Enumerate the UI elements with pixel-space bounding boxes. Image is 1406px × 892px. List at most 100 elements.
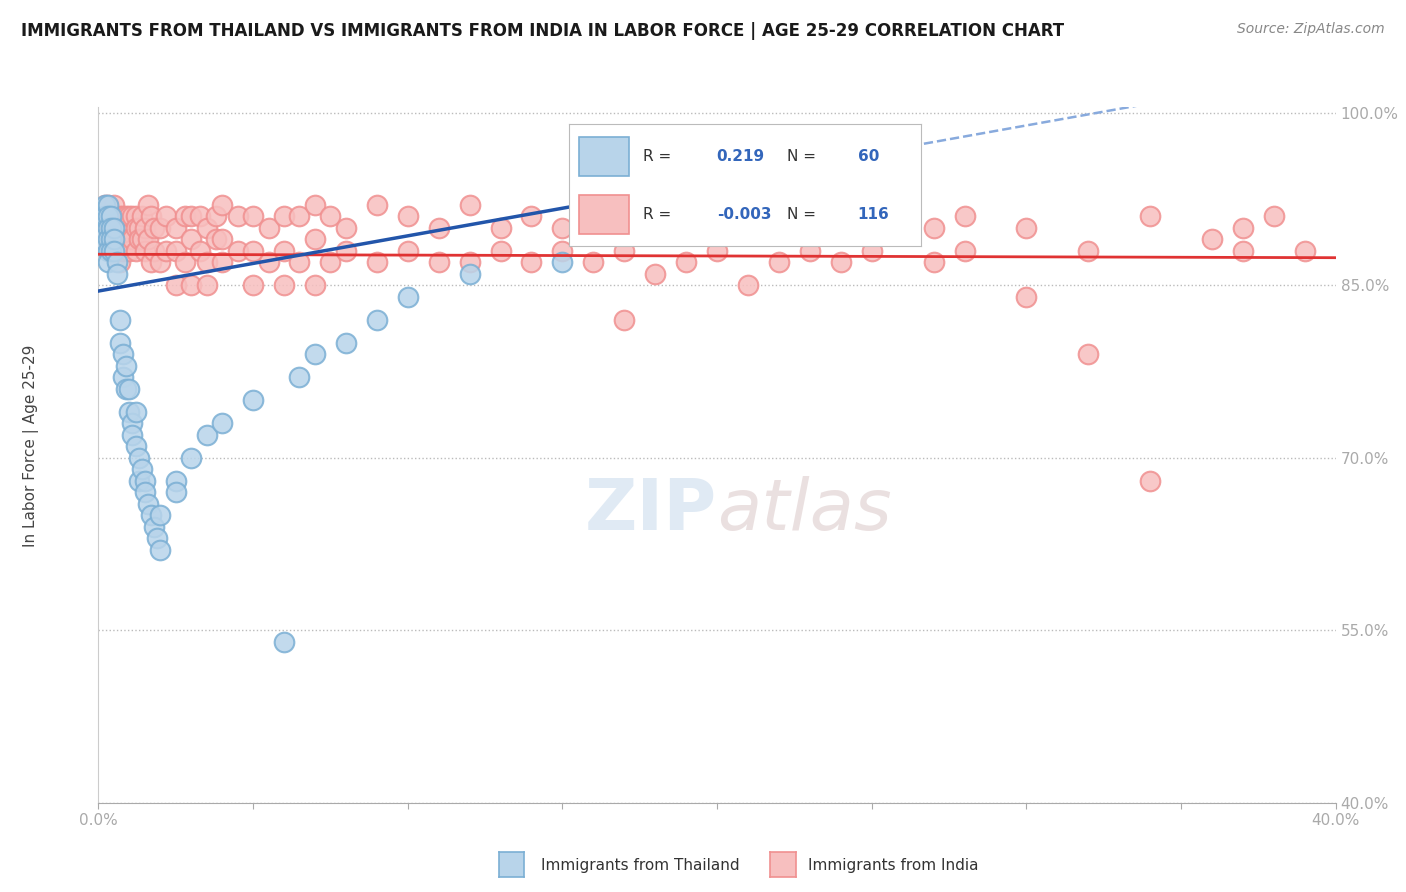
Point: [427, 255, 450, 269]
Point: [799, 244, 821, 258]
Point: [128, 450, 150, 465]
Point: [1015, 220, 1038, 235]
Point: [1201, 232, 1223, 246]
Point: [953, 244, 976, 258]
Point: [366, 313, 388, 327]
Point: [190, 209, 212, 223]
Point: [131, 462, 153, 476]
Point: [112, 347, 135, 361]
Point: [551, 255, 574, 269]
Point: [211, 198, 233, 212]
Point: [93, 209, 115, 223]
Point: [366, 198, 388, 212]
Point: [121, 232, 143, 246]
Point: [155, 244, 177, 258]
Point: [108, 232, 131, 246]
Point: [242, 209, 264, 223]
Point: [128, 220, 150, 235]
Point: [115, 220, 138, 235]
Point: [149, 255, 172, 269]
Text: Source: ZipAtlas.com: Source: ZipAtlas.com: [1237, 22, 1385, 37]
Point: [100, 209, 122, 223]
Text: atlas: atlas: [717, 476, 891, 545]
Point: [149, 542, 172, 557]
Point: [93, 209, 115, 223]
Point: [288, 209, 311, 223]
Point: [737, 209, 759, 223]
Point: [139, 209, 162, 223]
Point: [242, 393, 264, 408]
Point: [139, 255, 162, 269]
Point: [97, 198, 120, 212]
Point: [97, 198, 120, 212]
Point: [97, 220, 120, 235]
Text: Immigrants from Thailand: Immigrants from Thailand: [541, 858, 740, 872]
Point: [103, 244, 125, 258]
Point: [97, 244, 120, 258]
Point: [273, 209, 295, 223]
Point: [134, 485, 156, 500]
Point: [108, 255, 131, 269]
Point: [100, 232, 122, 246]
Point: [799, 209, 821, 223]
Point: [644, 209, 666, 223]
Point: [242, 278, 264, 293]
Point: [165, 474, 187, 488]
Point: [165, 485, 187, 500]
Point: [551, 220, 574, 235]
Point: [304, 198, 326, 212]
Point: [93, 220, 115, 235]
Point: [180, 450, 202, 465]
Point: [112, 232, 135, 246]
Point: [105, 267, 128, 281]
Point: [90, 232, 112, 246]
Point: [768, 220, 790, 235]
Text: In Labor Force | Age 25-29: In Labor Force | Age 25-29: [22, 345, 39, 547]
Point: [613, 220, 636, 235]
Point: [195, 220, 218, 235]
Point: [108, 209, 131, 223]
Point: [112, 370, 135, 384]
Point: [143, 520, 166, 534]
Point: [737, 278, 759, 293]
Point: [105, 255, 128, 269]
Point: [211, 232, 233, 246]
Point: [100, 220, 122, 235]
Point: [830, 255, 852, 269]
Point: [768, 140, 790, 154]
Point: [97, 209, 120, 223]
Point: [613, 313, 636, 327]
Point: [90, 232, 112, 246]
Point: [211, 255, 233, 269]
Point: [1232, 220, 1254, 235]
Point: [97, 232, 120, 246]
Point: [174, 255, 197, 269]
Point: [205, 209, 228, 223]
Point: [149, 508, 172, 523]
Point: [195, 427, 218, 442]
Point: [136, 198, 159, 212]
Point: [319, 255, 342, 269]
Point: [335, 335, 357, 350]
Point: [335, 244, 357, 258]
Point: [103, 198, 125, 212]
Point: [242, 244, 264, 258]
Point: [953, 209, 976, 223]
Point: [226, 209, 249, 223]
Point: [143, 220, 166, 235]
Point: [118, 382, 141, 396]
Point: [143, 244, 166, 258]
Point: [165, 220, 187, 235]
Point: [598, 198, 620, 212]
Point: [273, 635, 295, 649]
Point: [427, 220, 450, 235]
Point: [121, 417, 143, 431]
Point: [136, 232, 159, 246]
Point: [134, 220, 156, 235]
Point: [93, 198, 115, 212]
Point: [118, 244, 141, 258]
Point: [1263, 209, 1285, 223]
Point: [118, 209, 141, 223]
Point: [121, 209, 143, 223]
Point: [103, 232, 125, 246]
